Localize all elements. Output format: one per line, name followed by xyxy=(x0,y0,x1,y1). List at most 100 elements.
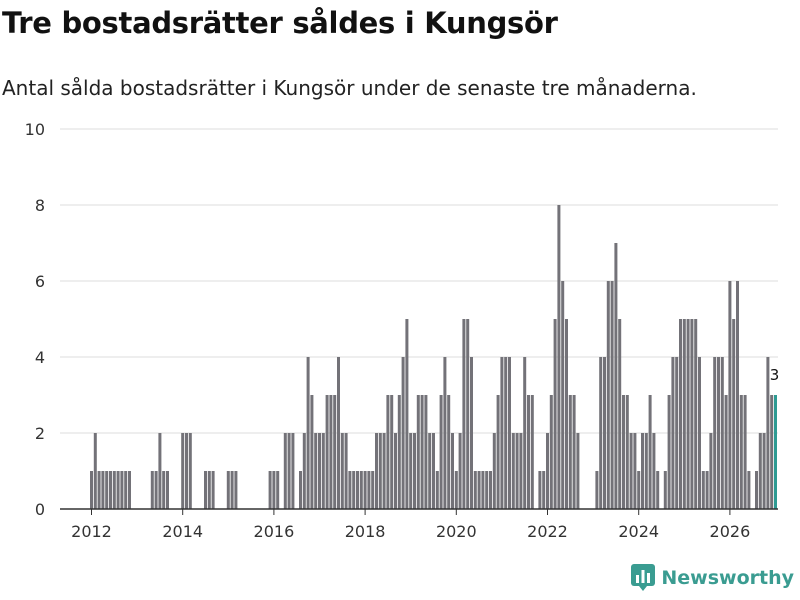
bar xyxy=(652,433,656,509)
bar xyxy=(489,471,492,509)
bar xyxy=(268,471,272,509)
bar xyxy=(314,433,318,509)
bar xyxy=(466,319,470,509)
bar xyxy=(648,395,652,509)
bar xyxy=(549,395,553,509)
bar xyxy=(511,433,515,509)
bar xyxy=(443,357,447,509)
bar xyxy=(359,471,363,509)
bar xyxy=(352,471,356,509)
bar xyxy=(720,357,724,509)
bar xyxy=(120,471,124,509)
bar xyxy=(542,471,546,509)
x-tick-label: 2022 xyxy=(527,522,568,541)
bar xyxy=(576,433,580,509)
brand-name: Newsworthy xyxy=(661,567,794,589)
y-tick-label: 0 xyxy=(35,500,45,519)
bar xyxy=(154,471,158,509)
bar xyxy=(633,433,637,509)
bar xyxy=(500,357,504,509)
bar-layer xyxy=(90,205,777,509)
bar xyxy=(299,471,302,509)
bar xyxy=(496,395,500,509)
bar xyxy=(325,395,329,509)
bar xyxy=(340,433,344,509)
bar xyxy=(367,471,371,509)
bar xyxy=(656,471,660,509)
bar xyxy=(302,433,306,509)
x-tick-label: 2020 xyxy=(436,522,477,541)
bar xyxy=(204,471,207,509)
bar xyxy=(397,395,401,509)
bar xyxy=(128,471,131,509)
bar xyxy=(458,433,462,509)
bar xyxy=(348,471,352,509)
bar xyxy=(116,471,120,509)
bar xyxy=(451,433,454,509)
bar xyxy=(603,357,606,509)
bar xyxy=(382,433,386,509)
bar xyxy=(713,357,717,509)
bar xyxy=(356,471,359,509)
bar xyxy=(599,357,603,509)
x-tick-label: 2026 xyxy=(710,522,751,541)
bar xyxy=(694,319,698,509)
bar xyxy=(682,319,686,509)
bar xyxy=(728,281,732,509)
chart-subtitle: Antal sålda bostadsrätter i Kungsör unde… xyxy=(2,76,697,100)
bar xyxy=(473,471,477,509)
grid-layer xyxy=(60,128,778,434)
y-tick-label: 8 xyxy=(35,196,45,215)
bar xyxy=(424,395,428,509)
bar xyxy=(743,395,747,509)
bar xyxy=(698,357,701,509)
bar xyxy=(454,471,458,509)
bar xyxy=(90,471,93,509)
bar-highlight xyxy=(774,395,777,509)
bar xyxy=(492,433,496,509)
bar xyxy=(663,471,667,509)
bar xyxy=(318,433,321,509)
x-tick-label: 2018 xyxy=(345,522,386,541)
bar xyxy=(557,205,561,509)
bar xyxy=(287,433,291,509)
bar xyxy=(546,433,549,509)
y-tick-label: 2 xyxy=(35,424,45,443)
bar xyxy=(97,471,101,509)
bar xyxy=(762,433,766,509)
bar xyxy=(185,433,188,509)
bar xyxy=(306,357,310,509)
x-tick-label: 2012 xyxy=(71,522,112,541)
bar xyxy=(561,281,565,509)
bar xyxy=(112,471,116,509)
bar xyxy=(405,319,409,509)
bar xyxy=(690,319,694,509)
y-tick-label: 10 xyxy=(25,120,45,139)
bar xyxy=(470,357,473,509)
chart-title: Tre bostadsrätter såldes i Kungsör xyxy=(2,6,558,40)
bar xyxy=(568,395,572,509)
bar xyxy=(675,357,679,509)
bar xyxy=(686,319,690,509)
bar xyxy=(409,433,413,509)
bar xyxy=(515,433,519,509)
bar xyxy=(671,357,675,509)
bar xyxy=(378,433,382,509)
bar xyxy=(606,281,610,509)
x-tick-label: 2016 xyxy=(254,522,295,541)
bar xyxy=(717,357,720,509)
bar xyxy=(234,471,238,509)
bar xyxy=(375,433,378,509)
bar xyxy=(150,471,154,509)
bar xyxy=(709,433,713,509)
bar xyxy=(276,471,280,509)
bar xyxy=(705,471,709,509)
axis-layer: 0 2 4 6 8 10 3 2012 2014 2016 2018 2020 2022 2024 2026 xyxy=(25,120,780,541)
bar xyxy=(679,319,682,509)
bar xyxy=(477,471,481,509)
bar xyxy=(739,395,743,509)
bar xyxy=(363,471,367,509)
bar xyxy=(527,395,530,509)
bar xyxy=(701,471,705,509)
